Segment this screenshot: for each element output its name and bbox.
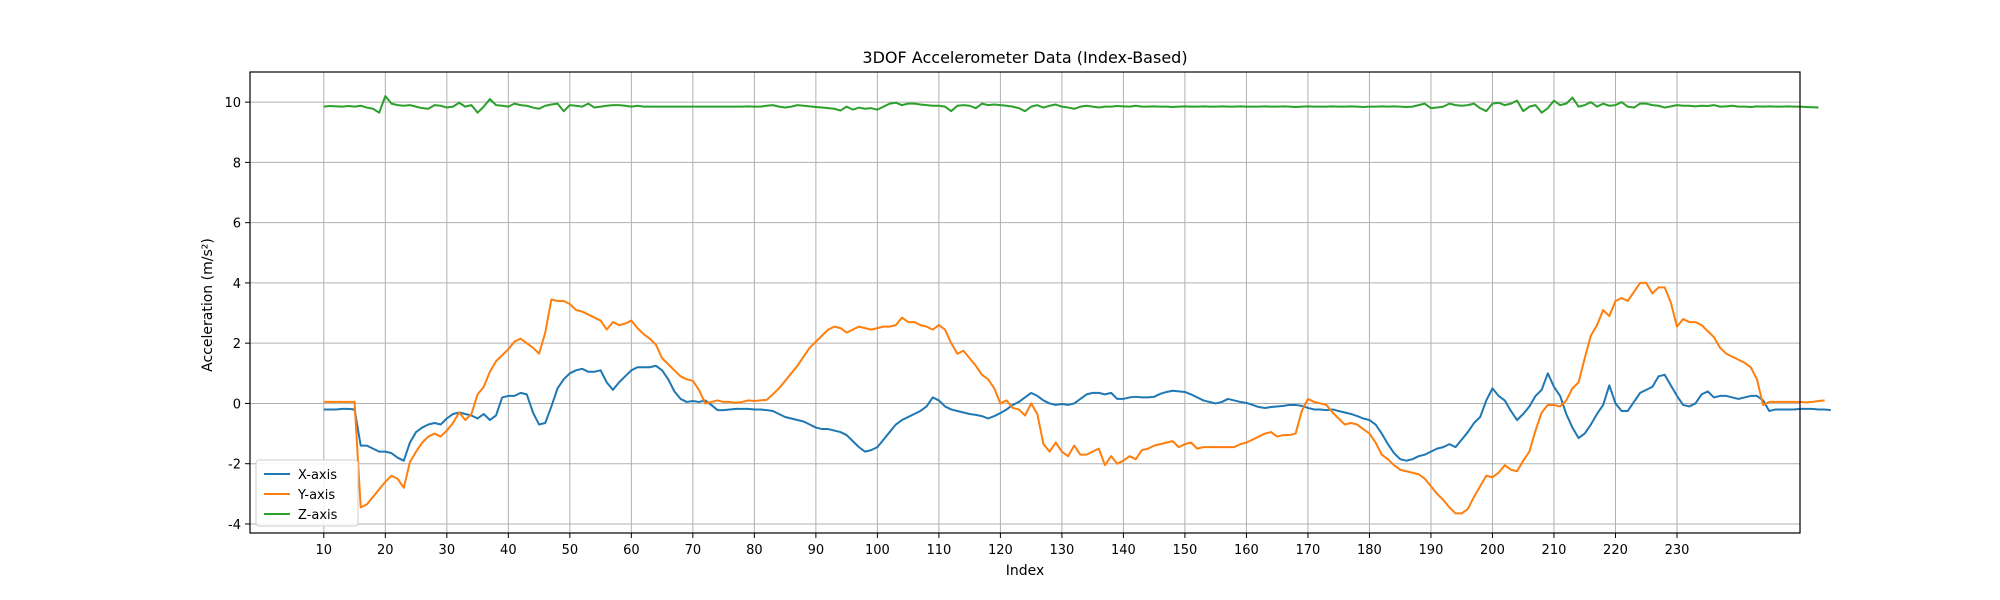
x-tick-label: 130 xyxy=(1049,543,1074,558)
legend-label: Z-axis xyxy=(298,508,338,523)
y-tick-label: 6 xyxy=(233,217,241,232)
plot-area: 10 20 30 40 50 60 70 80 90 100 110 120 130 140 150 160 1… xyxy=(224,71,1831,558)
x-tick-label: 40 xyxy=(500,543,517,558)
x-tick-label: 90 xyxy=(808,543,825,558)
y-tick-label: 4 xyxy=(233,277,241,292)
series-line-z-axis xyxy=(323,95,1819,114)
x-tick-label: 70 xyxy=(685,543,702,558)
y-tick-label: -2 xyxy=(228,458,241,473)
x-tick-label: 150 xyxy=(1173,543,1198,558)
legend: X-axis Y-axis Z-axis xyxy=(255,459,359,527)
x-tick-label: 190 xyxy=(1419,543,1444,558)
x-tick-label: 20 xyxy=(377,543,394,558)
x-tick-label: 170 xyxy=(1296,543,1321,558)
legend-label: X-axis xyxy=(298,468,337,483)
x-tick-label: 220 xyxy=(1603,543,1628,558)
x-tick-label: 60 xyxy=(623,543,640,558)
y-tick-label: -4 xyxy=(228,518,241,533)
x-tick-label: 230 xyxy=(1665,543,1690,558)
x-tick-label: 100 xyxy=(865,543,890,558)
x-tick-label: 30 xyxy=(439,543,456,558)
x-tick-label: 50 xyxy=(562,543,579,558)
x-tick-label: 210 xyxy=(1542,543,1567,558)
x-tick-label: 80 xyxy=(746,543,763,558)
x-axis-label: Index xyxy=(1006,563,1045,579)
y-tick-label: 0 xyxy=(233,397,241,412)
x-tick-label: 10 xyxy=(316,543,333,558)
x-tick-label: 110 xyxy=(926,543,951,558)
y-tick-label: 8 xyxy=(233,156,241,171)
chart-title: 3DOF Accelerometer Data (Index-Based) xyxy=(862,48,1187,67)
y-tick-label: 10 xyxy=(224,96,241,111)
legend-label: Y-axis xyxy=(297,488,335,503)
x-tick-label: 160 xyxy=(1234,543,1259,558)
x-tick-label: 120 xyxy=(988,543,1013,558)
y-axis-label: Acceleration (m/s²) xyxy=(200,238,216,372)
x-tick-label: 140 xyxy=(1111,543,1136,558)
series-line-y-axis xyxy=(323,281,1825,515)
x-tick-label: 180 xyxy=(1357,543,1382,558)
plot-frame xyxy=(249,71,1801,534)
x-tick-label: 200 xyxy=(1480,543,1505,558)
y-tick-label: 2 xyxy=(233,337,241,352)
legend-box xyxy=(255,459,359,527)
series-line-x-axis xyxy=(323,364,1831,462)
